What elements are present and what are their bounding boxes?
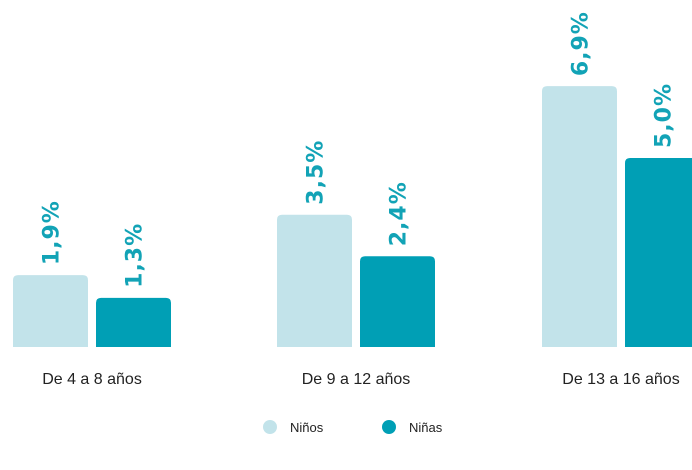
legend-swatch bbox=[263, 420, 277, 434]
bar bbox=[13, 275, 88, 347]
category-label: De 4 a 8 años bbox=[42, 371, 142, 388]
value-label: 6,9% bbox=[569, 11, 594, 76]
bar bbox=[96, 297, 171, 347]
value-label: 5,0% bbox=[652, 83, 677, 148]
bar bbox=[277, 214, 352, 347]
legend-label: Niños bbox=[290, 420, 324, 435]
bar bbox=[625, 158, 692, 347]
bar bbox=[542, 86, 617, 348]
category-label: De 9 a 12 años bbox=[302, 371, 411, 388]
legend-swatch bbox=[382, 420, 396, 434]
legend-label: Niñas bbox=[409, 420, 443, 435]
value-label: 1,9% bbox=[40, 200, 65, 265]
bar bbox=[360, 256, 435, 347]
category-label: De 13 a 16 años bbox=[562, 371, 679, 388]
value-label: 1,3% bbox=[123, 223, 148, 288]
value-label: 2,4% bbox=[387, 181, 412, 246]
value-label: 3,5% bbox=[304, 140, 329, 205]
